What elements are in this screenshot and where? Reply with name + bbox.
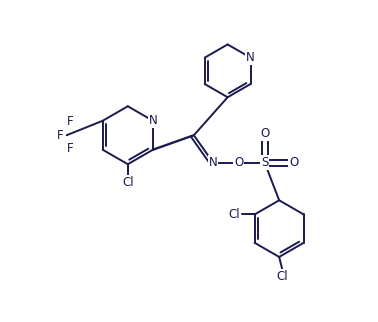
Text: N: N bbox=[209, 156, 217, 169]
Text: F: F bbox=[67, 142, 73, 155]
Text: F: F bbox=[67, 115, 73, 128]
Text: N: N bbox=[246, 51, 255, 64]
Text: Cl: Cl bbox=[229, 208, 240, 221]
Text: S: S bbox=[261, 156, 268, 169]
Text: Cl: Cl bbox=[277, 270, 288, 283]
Text: O: O bbox=[260, 127, 269, 140]
Text: O: O bbox=[289, 156, 298, 169]
Text: N: N bbox=[149, 114, 157, 127]
Text: Cl: Cl bbox=[122, 176, 134, 189]
Text: F: F bbox=[57, 129, 64, 142]
Text: O: O bbox=[234, 156, 243, 169]
